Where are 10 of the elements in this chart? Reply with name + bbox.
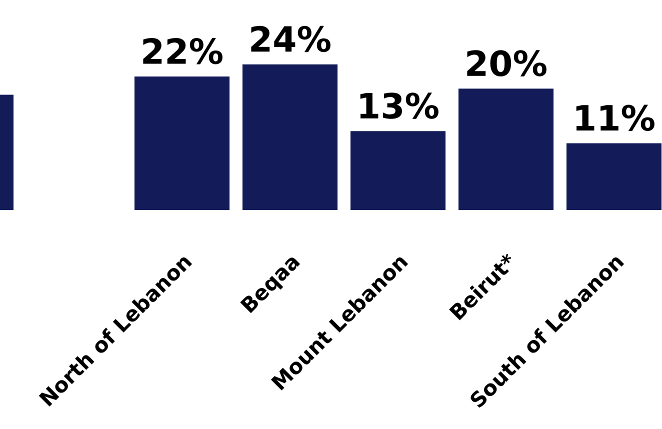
- bar: [458, 88, 554, 210]
- data-label: 20%: [467, 50, 546, 76]
- bar: [350, 131, 446, 210]
- data-label: 13%: [360, 92, 438, 119]
- data-label: 24%: [251, 26, 330, 52]
- data-label: 11%: [576, 104, 654, 131]
- bar: [134, 76, 230, 210]
- bar: [566, 143, 662, 210]
- data-label: 22%: [143, 38, 222, 64]
- bar: [242, 64, 338, 210]
